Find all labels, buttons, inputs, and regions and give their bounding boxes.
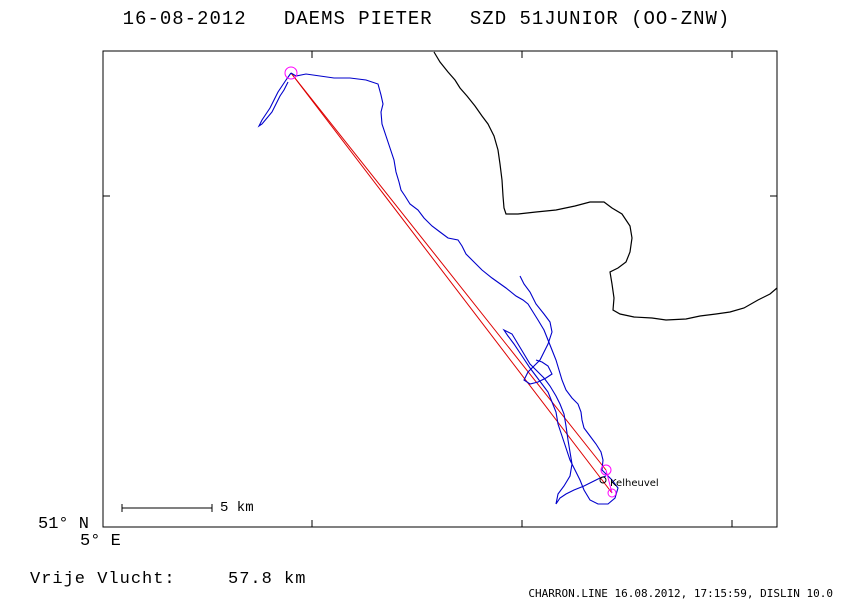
flight-track-loop <box>519 275 553 385</box>
axis-ticks <box>103 51 777 528</box>
place-label: Kelheuvel <box>610 478 659 489</box>
free-flight-distance: 57.8 km <box>228 570 307 589</box>
flight-track-start <box>257 72 292 128</box>
finish-marker <box>600 464 617 498</box>
start-point-marker <box>284 66 298 80</box>
map-frame <box>102 50 778 528</box>
scale-bar <box>121 504 213 512</box>
place-marker <box>599 476 607 484</box>
latitude-label: 51° N <box>38 515 90 534</box>
flight-track <box>290 72 619 505</box>
free-flight-label: Vrije Vlucht: <box>30 570 176 589</box>
footer-info: CHARRON.LINE 16.08.2012, 17:15:59, DISLI… <box>528 587 833 600</box>
border-line <box>433 51 778 321</box>
task-lines <box>290 72 613 494</box>
page-title: 16-08-2012 DAEMS PIETER SZD 51JUNIOR (OO… <box>122 8 731 30</box>
scale-bar-label: 5 km <box>220 500 254 516</box>
longitude-label: 5° E <box>80 532 121 551</box>
